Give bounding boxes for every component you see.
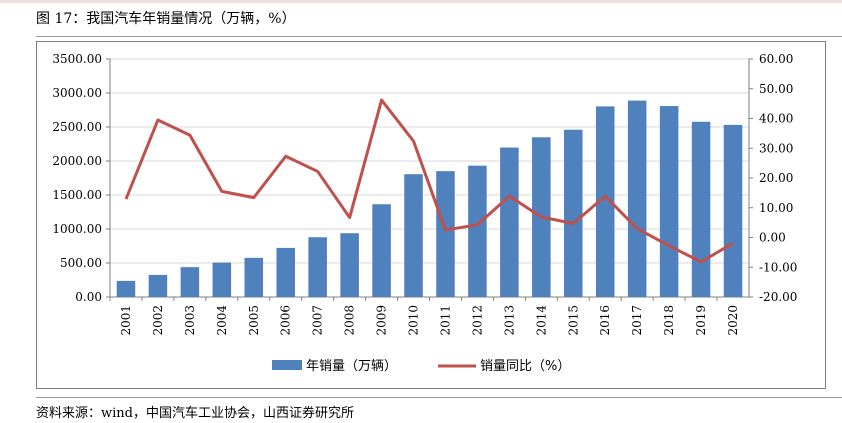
- title-rule: [36, 36, 842, 37]
- bar: [436, 171, 455, 297]
- x-axis-tick-label: 2017: [630, 305, 644, 336]
- legend-label-bar: 年销量（万辆）: [306, 359, 397, 374]
- figure-source: 资料来源：wind，中国汽车工业协会，山西证券研究所: [36, 406, 354, 421]
- x-axis-tick-label: 2004: [215, 305, 229, 336]
- bar: [340, 233, 359, 297]
- x-axis-tick-label: 2006: [279, 305, 293, 336]
- legend-swatch-bar: [272, 360, 302, 370]
- x-axis-tick-label: 2010: [407, 305, 421, 336]
- figure-title: 图 17：我国汽车年销量情况（万辆，%）: [36, 11, 296, 27]
- legend-label-line: 销量同比（%）: [480, 359, 570, 374]
- x-axis-tick-label: 2015: [566, 305, 580, 336]
- right-axis-tick-label: 10.00: [759, 201, 793, 215]
- left-axis-tick-label: 0.00: [75, 290, 102, 304]
- bar: [627, 100, 647, 297]
- x-axis-tick-label: 2008: [343, 305, 357, 336]
- left-axis-tick-label: 2500.00: [52, 120, 102, 134]
- bar: [180, 267, 200, 297]
- x-axis-tick-label: 2011: [438, 305, 452, 336]
- bar: [564, 129, 583, 297]
- x-axis-tick-label: 2018: [662, 305, 676, 336]
- x-axis-tick-label: 2012: [470, 305, 484, 336]
- x-axis-tick-label: 2020: [726, 305, 740, 336]
- x-axis-tick-label: 2016: [598, 305, 612, 336]
- bar: [148, 274, 168, 297]
- x-axis-tick-label: 2005: [247, 305, 261, 336]
- x-axis-tick-label: 2002: [151, 305, 165, 336]
- bar: [244, 257, 264, 297]
- x-axis-tick-label: 2001: [119, 305, 133, 336]
- bar: [404, 174, 423, 297]
- x-axis-tick-label: 2013: [502, 305, 516, 336]
- left-axis-tick-label: 3500.00: [52, 52, 102, 66]
- left-axis-tick-label: 500.00: [60, 256, 102, 270]
- right-axis-tick-label: -10.00: [759, 260, 797, 274]
- bar: [468, 165, 487, 297]
- x-axis-tick-label: 2009: [375, 305, 389, 336]
- right-axis-tick-label: -20.00: [759, 290, 797, 304]
- bar: [500, 147, 519, 297]
- right-axis-tick-label: 30.00: [759, 141, 793, 155]
- bar: [116, 280, 136, 297]
- source-rule: [36, 397, 842, 398]
- left-axis-tick-label: 2000.00: [52, 154, 102, 168]
- bar: [659, 106, 679, 297]
- right-axis-tick-label: 60.00: [759, 52, 793, 66]
- left-axis-tick-label: 1500.00: [52, 188, 102, 202]
- right-axis-tick-label: 20.00: [759, 171, 793, 185]
- chart-frame: [36, 41, 826, 389]
- bar: [372, 204, 391, 297]
- left-axis-tick-label: 3000.00: [52, 86, 102, 100]
- right-axis-tick-label: 50.00: [759, 82, 793, 96]
- bar: [691, 121, 711, 297]
- x-axis-tick-label: 2003: [183, 305, 197, 336]
- bar: [723, 124, 743, 297]
- line-series-yoy: [124, 98, 734, 264]
- x-axis-tick-label: 2007: [311, 305, 325, 336]
- x-axis-tick-label: 2014: [534, 305, 548, 336]
- bar: [276, 247, 295, 297]
- bar: [595, 106, 615, 298]
- right-axis-tick-label: 40.00: [759, 112, 793, 126]
- left-axis-tick-label: 1000.00: [52, 222, 102, 236]
- bar: [212, 262, 232, 297]
- x-axis-tick-label: 2019: [694, 305, 708, 336]
- bar: [308, 237, 327, 297]
- top-accent-bar: [0, 0, 842, 3]
- right-axis-tick-label: 0.00: [759, 231, 786, 245]
